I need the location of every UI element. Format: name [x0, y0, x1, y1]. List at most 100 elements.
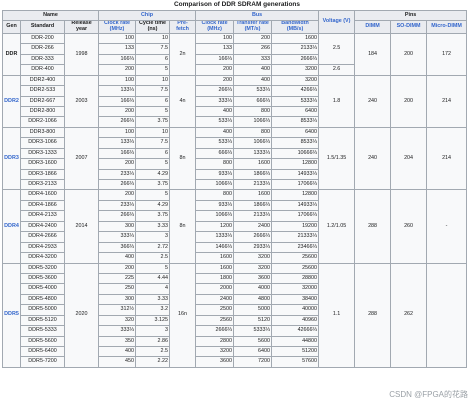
- gen-cell[interactable]: DDR3: [2, 126, 21, 191]
- prefetch-cell: 2n: [169, 32, 197, 76]
- transfer-rate-cell: 2400: [233, 220, 273, 233]
- prefetch-cell: 8n: [169, 126, 197, 191]
- transfer-rate-cell: 800: [233, 126, 273, 139]
- bandwidth-cell: 12800: [271, 158, 320, 170]
- table-row: DDR2-533 133⅓ 7.5 266⅔ 533⅓ 4266⅔: [3, 85, 467, 97]
- standard-cell: DDR3-1866: [20, 168, 65, 181]
- bus-clock-cell: 2560: [195, 314, 235, 327]
- standard-cell: DDR-200: [20, 32, 65, 45]
- cycle-time-cell: 3: [135, 325, 171, 337]
- table-row: DDR3-1333 166⅔ 6 666⅔ 1333⅓ 10666⅔: [3, 147, 467, 160]
- table-row: DDR DDR-200 1998 100 10 2n 100 200 1600 2.5 184 200…: [2, 32, 468, 76]
- bus-clock-rate-link[interactable]: Clock rate (MHz): [201, 20, 228, 32]
- bus-clock-cell: 266⅔: [195, 85, 235, 97]
- bus-clock-cell: 2400: [195, 293, 235, 306]
- clock-rate-cell: 250: [98, 283, 137, 295]
- transfer-rate-cell: 333: [233, 53, 273, 66]
- clock-rate-link[interactable]: Clock rate (MHz): [103, 20, 131, 32]
- table-row: DDR3-1066 133⅓ 7.5 533⅓ 1066⅔ 8533⅓: [3, 137, 467, 149]
- release-year-cell: 2003: [63, 74, 100, 128]
- transfer-rate-cell: 1600: [233, 158, 273, 170]
- cycle-time-cell: 4.29: [135, 199, 171, 212]
- bandwidth-cell: 40000: [271, 304, 320, 316]
- voltage-link[interactable]: Voltage (V): [322, 18, 351, 25]
- transfer-rate-link[interactable]: Transfer rate (MT/s): [236, 20, 269, 32]
- gen-cell[interactable]: DDR4: [2, 189, 21, 264]
- bandwidth-cell: 2666⅔: [271, 53, 320, 66]
- bandwidth-cell: 17066⅔: [271, 178, 320, 191]
- transfer-rate-cell: 3200: [233, 252, 273, 264]
- cycle-time-cell: 5: [135, 105, 171, 118]
- clock-rate-cell: 312½: [98, 304, 137, 316]
- bandwidth-link[interactable]: Bandwidth (MB/s): [281, 20, 309, 32]
- clock-rate-cell: 200: [98, 64, 137, 76]
- clock-rate-cell: 266⅔: [98, 178, 137, 191]
- dimm-link[interactable]: DIMM: [365, 23, 380, 30]
- bandwidth-cell: 57600: [271, 356, 320, 368]
- transfer-rate-cell: 666⅔: [233, 95, 273, 107]
- bandwidth-cell: 1600: [271, 32, 320, 45]
- bus-clock-cell: 2666⅔: [195, 325, 235, 337]
- bandwidth-cell: 51200: [271, 345, 320, 358]
- ddr-comparison-table: Name Chip Bus Voltage (V) Pins Gen Stand…: [1, 10, 468, 368]
- cycle-time-cell: 10: [135, 32, 171, 45]
- cycle-time-cell: 3: [135, 231, 171, 243]
- table-row: DDR4 DDR4-1600 2014 200 5 8n 800 1600 12800 1.2/1…: [2, 189, 468, 264]
- transfer-rate-cell: 2666⅔: [233, 231, 273, 243]
- standard-cell: DDR5-5600: [20, 335, 65, 348]
- cycle-time-cell: 3.75: [135, 178, 171, 191]
- header-row-columns: Gen Standard Release year Clock rate (MH…: [2, 20, 468, 34]
- cycle-time-cell: 2.5: [135, 345, 171, 358]
- clock-rate-cell: 133⅓: [98, 85, 137, 97]
- dimm-cell: 240: [354, 126, 392, 191]
- clock-rate-cell: 450: [98, 356, 137, 368]
- clock-rate-cell: 300: [98, 220, 137, 233]
- transfer-rate-cell: 1066⅔: [233, 137, 273, 149]
- bus-clock-cell: 2000: [195, 283, 235, 295]
- bus-clock-cell: 533⅓: [195, 137, 235, 149]
- cycle-time-cell: 5: [135, 158, 171, 170]
- clock-rate-cell: 200: [98, 158, 137, 170]
- bandwidth-cell: 2133⅓: [271, 43, 320, 55]
- table-row: DDR2-1066 266⅔ 3.75 533⅓ 1066⅔ 8533⅓: [3, 116, 467, 128]
- bus-clock-cell: 333⅓: [195, 95, 235, 107]
- clock-rate-cell: 333⅓: [98, 325, 137, 337]
- standard-cell: DDR5-5000: [20, 304, 65, 316]
- gen-cell[interactable]: DDR5: [2, 262, 21, 368]
- chip-link[interactable]: Chip: [141, 11, 154, 18]
- header-prefetch: Pre-fetch: [169, 20, 197, 34]
- microdimm-link[interactable]: Micro-DIMM: [431, 22, 462, 29]
- voltage-cell: 2.5: [318, 32, 356, 66]
- transfer-rate-cell: 4800: [233, 293, 273, 306]
- clock-rate-cell: 166⅔: [98, 95, 137, 107]
- prefetch-cell: 8n: [169, 189, 197, 264]
- cycle-time-cell: 2.5: [135, 252, 171, 264]
- clock-rate-cell: 166⅔: [98, 147, 137, 160]
- cycle-time-cell: 3.75: [135, 116, 171, 128]
- cycle-time-cell: 2.22: [135, 356, 171, 368]
- dimm-cell: 288: [354, 189, 392, 264]
- prefetch-cell: 16n: [169, 262, 197, 368]
- standard-cell: DDR2-667: [20, 95, 65, 107]
- bus-clock-cell: 1800: [195, 272, 235, 285]
- sodimm-cell: 204: [390, 126, 428, 191]
- transfer-rate-cell: 266: [233, 43, 273, 55]
- header-gen: Gen: [2, 20, 21, 34]
- bus-clock-cell: 3600: [195, 356, 235, 368]
- header-microdimm: Micro-DIMM: [426, 20, 468, 34]
- clock-rate-cell: 100: [98, 74, 137, 87]
- sodimm-link[interactable]: SO-DIMM: [396, 22, 421, 29]
- cycle-time-cell: 4.44: [135, 272, 171, 285]
- gen-cell[interactable]: DDR2: [2, 74, 21, 128]
- clock-rate-cell: 400: [98, 252, 137, 264]
- bus-clock-cell: 3200: [195, 345, 235, 358]
- standard-cell: DDR-333: [20, 53, 65, 66]
- bus-clock-cell: 400: [195, 105, 235, 118]
- microdimm-cell: 214: [426, 74, 468, 128]
- prefetch-link[interactable]: Pre-fetch: [176, 20, 189, 32]
- bandwidth-cell: 5333⅓: [271, 95, 320, 107]
- transfer-rate-cell: 7200: [233, 356, 273, 368]
- cycle-time-cell: 3.33: [135, 293, 171, 306]
- cycle-time-cell: 5: [135, 64, 171, 76]
- bus-link[interactable]: Bus: [251, 11, 263, 18]
